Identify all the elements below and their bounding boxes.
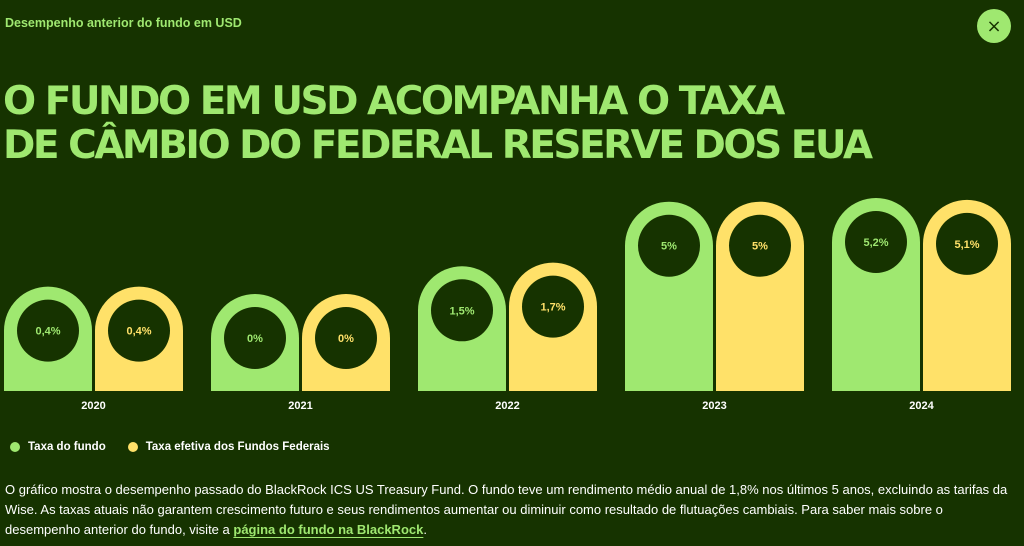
blackrock-fund-link[interactable]: página do fundo na BlackRock — [233, 522, 424, 537]
data-label: 1,5% — [449, 305, 474, 317]
chart-subtitle: Desempenho anterior do fundo em USD — [5, 16, 242, 30]
data-label: 5,2% — [863, 237, 888, 249]
value-circle — [845, 211, 907, 273]
data-label: 0,4% — [35, 326, 60, 338]
data-label: 5% — [752, 241, 768, 253]
legend-item-federal: Taxa efetiva dos Fundos Federais — [127, 441, 330, 453]
headline: O FUNDO EM USD ACOMPANHA O TAXA DE CÂMBI… — [3, 79, 873, 168]
bar-chart: 0,4% 0,4% 2020 0% 0% 2021 1,5% 1,7% 2022 5% 5% 2023… — [4, 198, 1011, 412]
x-tick-label: 2023 — [702, 400, 726, 412]
x-tick-label: 2021 — [288, 400, 312, 412]
value-circle — [224, 307, 286, 369]
x-tick-label: 2020 — [81, 400, 105, 412]
legend-swatch-federal — [127, 442, 138, 452]
close-icon: × — [986, 15, 1002, 37]
chart-legend: Taxa do fundo Taxa efetiva dos Fundos Fe… — [10, 441, 330, 453]
value-circle — [638, 214, 700, 277]
footnote: O gráfico mostra o desempenho passado do… — [5, 480, 1010, 540]
value-circle — [108, 299, 170, 362]
value-circle — [431, 279, 493, 342]
value-circle — [936, 212, 998, 275]
value-circle — [522, 275, 584, 338]
data-label: 0% — [338, 333, 354, 345]
legend-swatch-fund — [10, 442, 20, 452]
data-label: 1,7% — [540, 302, 565, 314]
legend-label-federal: Taxa efetiva dos Fundos Federais — [145, 441, 330, 453]
legend-item-fund: Taxa do fundo — [10, 441, 106, 453]
close-button[interactable]: × — [977, 9, 1011, 43]
data-label: 0% — [247, 333, 263, 345]
data-label: 0,4% — [126, 326, 151, 338]
footnote-text: O gráfico mostra o desempenho passado do… — [5, 482, 1008, 537]
x-tick-label: 2024 — [909, 400, 934, 412]
data-label: 5% — [661, 241, 677, 253]
footnote-end: . — [423, 522, 427, 537]
value-circle — [17, 299, 79, 362]
headline-line-1: O FUNDO EM USD ACOMPANHA O TAXA — [3, 79, 785, 124]
x-tick-label: 2022 — [495, 400, 519, 412]
headline-line-2: DE CÂMBIO DO FEDERAL RESERVE DOS EUA — [3, 123, 873, 168]
legend-label-fund: Taxa do fundo — [28, 441, 106, 453]
value-circle — [729, 214, 791, 277]
value-circle — [315, 307, 377, 369]
data-label: 5,1% — [954, 239, 979, 251]
